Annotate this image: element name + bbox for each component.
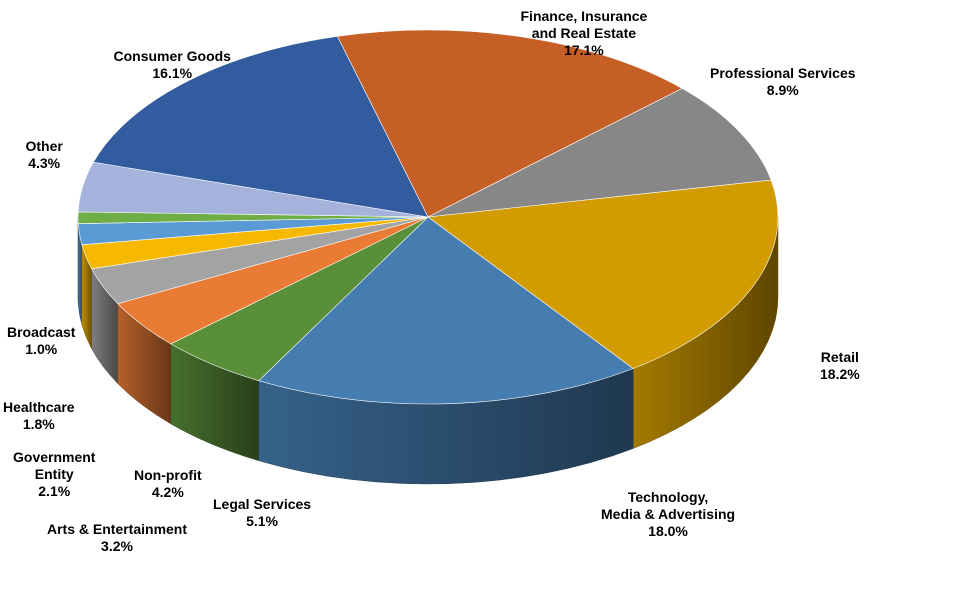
slice-label-name: Technology, <box>627 488 709 505</box>
slice-label: Legal Services 5.1% <box>213 496 311 530</box>
slice-label-name: Entity <box>34 465 74 482</box>
slice-label-name: Media & Advertising <box>601 505 736 522</box>
slice-label-value: 18.2% <box>820 366 860 382</box>
pie-slice <box>427 88 772 218</box>
slice-label: Technology, Media & Advertising 18.0% <box>601 489 735 540</box>
slice-label-value: 1.0% <box>25 341 58 357</box>
slice-label-name: Consumer Goods <box>113 48 231 64</box>
slice-label: Arts & Entertainment 3.2% <box>47 521 187 555</box>
slice-label-name: Arts & Entertainment <box>47 521 188 537</box>
slice-label: Consumer Goods 16.1% <box>114 48 231 82</box>
slice-label: Healthcare 1.8% <box>3 399 75 433</box>
pie-slice <box>427 179 779 369</box>
slice-label-value: 4.2% <box>151 484 184 500</box>
slice-label: Finance, Insurance and Real Estate 17.1% <box>521 8 648 59</box>
slice-label-value: 8.9% <box>766 82 799 98</box>
slice-label-value: 2.1% <box>38 482 71 499</box>
slice-label-name: Professional Services <box>710 65 856 81</box>
slice-label: Broadcast 1.0% <box>7 324 75 358</box>
slice-label: Other 4.3% <box>26 138 63 172</box>
slice-label-value: 17.1% <box>564 41 604 58</box>
pie-slice <box>258 216 634 405</box>
slice-label-name: Broadcast <box>7 324 76 340</box>
slice-label: Non-profit 4.2% <box>134 467 202 501</box>
slice-label-name: Non-profit <box>134 467 202 483</box>
slice-label-name: Finance, Insurance <box>520 7 648 24</box>
pie-slice <box>336 29 683 218</box>
slice-label-value: 18.0% <box>648 522 688 539</box>
slice-label-name: Retail <box>820 349 859 365</box>
slice-label: Professional Services 8.9% <box>710 65 856 99</box>
slice-label: Government Entity 2.1% <box>13 449 95 500</box>
slice-label-value: 5.1% <box>246 513 278 529</box>
slice-label-value: 3.2% <box>101 538 133 554</box>
slice-label-value: 4.3% <box>28 155 61 171</box>
slice-label-name: Healthcare <box>3 399 75 415</box>
slice-label: Retail 18.2% <box>820 349 860 383</box>
slice-label-name: Legal Services <box>213 496 312 512</box>
pie-slice <box>92 36 429 218</box>
slice-label-value: 16.1% <box>152 65 193 81</box>
slice-label-name: Government <box>13 448 96 465</box>
slice-label-name: and Real Estate <box>531 24 637 41</box>
slice-label-name: Other <box>25 138 63 154</box>
slice-label-value: 1.8% <box>22 416 55 432</box>
